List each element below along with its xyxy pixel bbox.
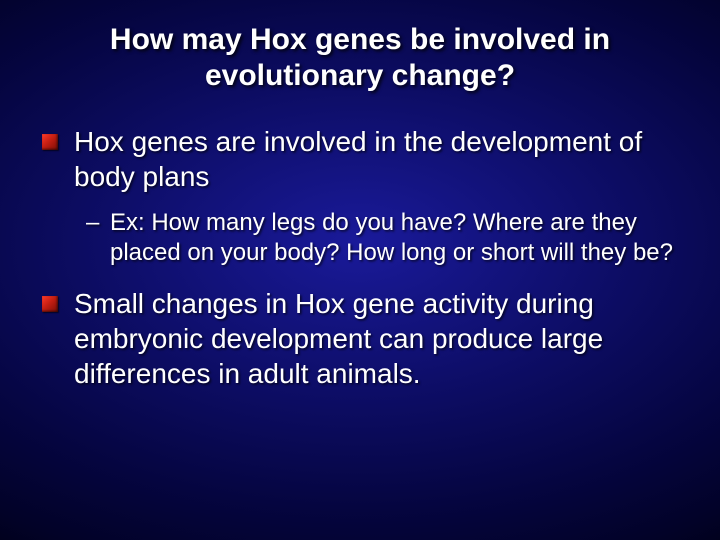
bullet-item: Small changes in Hox gene activity durin… <box>38 286 682 391</box>
bullet-list: Hox genes are involved in the developmen… <box>38 124 682 391</box>
bullet-text: Small changes in Hox gene activity durin… <box>74 288 603 389</box>
bullet-text: Ex: How many legs do you have? Where are… <box>110 209 673 266</box>
bullet-item: Hox genes are involved in the developmen… <box>38 124 682 194</box>
bullet-sub-item: Ex: How many legs do you have? Where are… <box>38 208 682 268</box>
bullet-text: Hox genes are involved in the developmen… <box>74 126 642 192</box>
slide-title: How may Hox genes be involved in evoluti… <box>38 22 682 94</box>
slide: How may Hox genes be involved in evoluti… <box>0 0 720 540</box>
